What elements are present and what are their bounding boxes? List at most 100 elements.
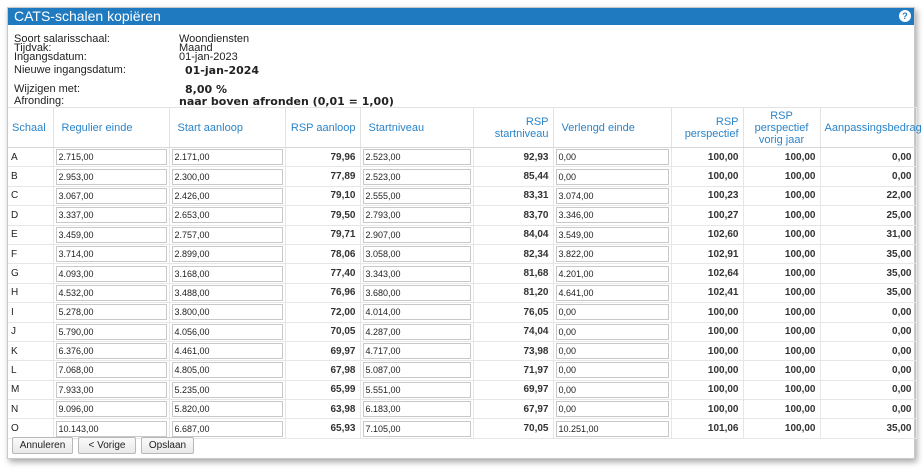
cell-regulier-einde: 4.532,00	[53, 283, 170, 304]
regulier-einde-input[interactable]: 2.953,00	[55, 168, 167, 185]
verlengd-einde-input[interactable]: 0,00	[555, 149, 669, 166]
cell-rsp-startniveau: 83,70	[473, 205, 554, 226]
startniveau-input[interactable]: 2.793,00	[362, 207, 471, 224]
cell-regulier-einde: 3.459,00	[53, 225, 170, 245]
cell-schaal: E	[8, 225, 54, 245]
cell-rsp-aanloop: 77,89	[285, 166, 361, 187]
startniveau-input[interactable]: 4.717,00	[362, 343, 471, 360]
verlengd-einde-input[interactable]: 3.549,00	[555, 226, 669, 243]
table-row: A 2.715,00 2.171,00 79,96 2.523,00 92,93 0,00 1…	[8, 147, 917, 168]
start-aanloop-input[interactable]: 2.757,00	[171, 226, 283, 243]
cell-rsp-perspectief: 100,00	[671, 322, 744, 342]
cell-rsp-startniveau: 84,04	[473, 225, 554, 245]
start-aanloop-input[interactable]: 3.800,00	[171, 304, 283, 321]
help-icon[interactable]: ?	[899, 10, 911, 22]
regulier-einde-input[interactable]: 5.790,00	[55, 323, 167, 340]
col-rsp-vorig-line3: vorig jaar	[758, 133, 805, 146]
vorige-button[interactable]: < Vorige	[78, 437, 136, 454]
start-aanloop-input[interactable]: 2.653,00	[171, 207, 283, 224]
verlengd-einde-input[interactable]: 0,00	[555, 168, 669, 185]
startniveau-input[interactable]: 2.555,00	[362, 187, 471, 204]
col-rsp-aanloop[interactable]: RSP aanloop	[285, 107, 361, 148]
startniveau-input[interactable]: 3.343,00	[362, 265, 471, 282]
verlengd-einde-input[interactable]: 0,00	[555, 304, 669, 321]
verlengd-einde-input[interactable]: 3.822,00	[555, 246, 669, 263]
startniveau-input[interactable]: 5.087,00	[362, 362, 471, 379]
startniveau-input[interactable]: 4.014,00	[362, 304, 471, 321]
start-aanloop-input[interactable]: 6.687,00	[171, 420, 283, 437]
regulier-einde-input[interactable]: 4.093,00	[55, 265, 167, 282]
cell-regulier-einde: 9.096,00	[53, 399, 170, 420]
regulier-einde-input[interactable]: 5.278,00	[55, 304, 167, 321]
verlengd-einde-input[interactable]: 3.346,00	[555, 207, 669, 224]
start-aanloop-input[interactable]: 2.899,00	[171, 246, 283, 263]
regulier-einde-input[interactable]: 7.933,00	[55, 381, 167, 398]
regulier-einde-input[interactable]: 3.459,00	[55, 226, 167, 243]
start-aanloop-input[interactable]: 2.426,00	[171, 187, 283, 204]
cell-start-aanloop: 2.171,00	[169, 147, 286, 168]
regulier-einde-input[interactable]: 3.714,00	[55, 246, 167, 263]
verlengd-einde-input[interactable]: 0,00	[555, 362, 669, 379]
startniveau-input[interactable]: 5.551,00	[362, 381, 471, 398]
regulier-einde-input[interactable]: 3.067,00	[55, 187, 167, 204]
start-aanloop-input[interactable]: 5.820,00	[171, 401, 283, 418]
col-aanpassingsbedrag[interactable]: Aanpassingsbedrag	[820, 107, 922, 148]
cell-rsp-startniveau: 74,04	[473, 322, 554, 342]
tijdvak-label: Tijdvak:	[14, 42, 52, 54]
col-rsp-startniveau[interactable]: RSP startniveau	[473, 107, 554, 148]
start-aanloop-input[interactable]: 3.168,00	[171, 265, 283, 282]
col-regulier-einde[interactable]: Regulier einde	[53, 107, 170, 148]
cell-start-aanloop: 2.757,00	[169, 225, 286, 245]
startniveau-input[interactable]: 6.183,00	[362, 401, 471, 418]
col-schaal[interactable]: Schaal	[8, 107, 54, 148]
annuleren-button[interactable]: Annuleren	[12, 437, 73, 454]
start-aanloop-input[interactable]: 4.805,00	[171, 362, 283, 379]
verlengd-einde-input[interactable]: 0,00	[555, 381, 669, 398]
col-rsp-vorig-jaar[interactable]: RSP perspectief vorig jaar	[743, 107, 821, 148]
regulier-einde-input[interactable]: 7.068,00	[55, 362, 167, 379]
start-aanloop-input[interactable]: 2.300,00	[171, 168, 283, 185]
cell-schaal: H	[8, 283, 54, 304]
startniveau-input[interactable]: 3.058,00	[362, 246, 471, 263]
cell-startniveau: 2.523,00	[360, 147, 474, 168]
cell-rsp-startniveau: 73,98	[473, 341, 554, 362]
regulier-einde-input[interactable]: 9.096,00	[55, 401, 167, 418]
start-aanloop-input[interactable]: 4.461,00	[171, 343, 283, 360]
start-aanloop-input[interactable]: 2.171,00	[171, 149, 283, 166]
start-aanloop-input[interactable]: 5.235,00	[171, 381, 283, 398]
startniveau-input[interactable]: 2.523,00	[362, 149, 471, 166]
cell-startniveau: 3.058,00	[360, 244, 474, 265]
verlengd-einde-input[interactable]: 0,00	[555, 323, 669, 340]
verlengd-einde-input[interactable]: 4.641,00	[555, 284, 669, 301]
verlengd-einde-input[interactable]: 4.201,00	[555, 265, 669, 282]
cell-rsp-aanloop: 72,00	[285, 302, 361, 323]
startniveau-input[interactable]: 3.680,00	[362, 284, 471, 301]
col-start-aanloop[interactable]: Start aanloop	[169, 107, 286, 148]
regulier-einde-input[interactable]: 2.715,00	[55, 149, 167, 166]
start-aanloop-input[interactable]: 3.488,00	[171, 284, 283, 301]
dialog-titlebar: CATS-schalen kopiëren ?	[8, 8, 914, 25]
startniveau-input[interactable]: 7.105,00	[362, 420, 471, 437]
regulier-einde-input[interactable]: 10.143,00	[55, 420, 167, 437]
startniveau-input[interactable]: 2.523,00	[362, 168, 471, 185]
cell-verlengd-einde: 4.641,00	[553, 283, 672, 304]
cell-start-aanloop: 6.687,00	[169, 418, 286, 439]
col-startniveau[interactable]: Startniveau	[360, 107, 474, 148]
col-verlengd-einde[interactable]: Verlengd einde	[553, 107, 672, 148]
cell-startniveau: 5.551,00	[360, 380, 474, 401]
verlengd-einde-input[interactable]: 0,00	[555, 401, 669, 418]
verlengd-einde-input[interactable]: 3.074,00	[555, 187, 669, 204]
regulier-einde-input[interactable]: 3.337,00	[55, 207, 167, 224]
opslaan-button[interactable]: Opslaan	[141, 437, 194, 454]
cell-startniveau: 3.343,00	[360, 263, 474, 284]
col-rsp-perspectief[interactable]: RSP perspectief	[671, 107, 744, 148]
regulier-einde-input[interactable]: 6.376,00	[55, 343, 167, 360]
startniveau-input[interactable]: 4.287,00	[362, 323, 471, 340]
verlengd-einde-input[interactable]: 0,00	[555, 343, 669, 360]
start-aanloop-input[interactable]: 4.056,00	[171, 323, 283, 340]
regulier-einde-input[interactable]: 4.532,00	[55, 284, 167, 301]
verlengd-einde-input[interactable]: 10.251,00	[555, 420, 669, 437]
cell-regulier-einde: 2.715,00	[53, 147, 170, 168]
startniveau-input[interactable]: 2.907,00	[362, 226, 471, 243]
table-row: N 9.096,00 5.820,00 63,98 6.183,00 67,97 0,00 1…	[8, 399, 917, 420]
